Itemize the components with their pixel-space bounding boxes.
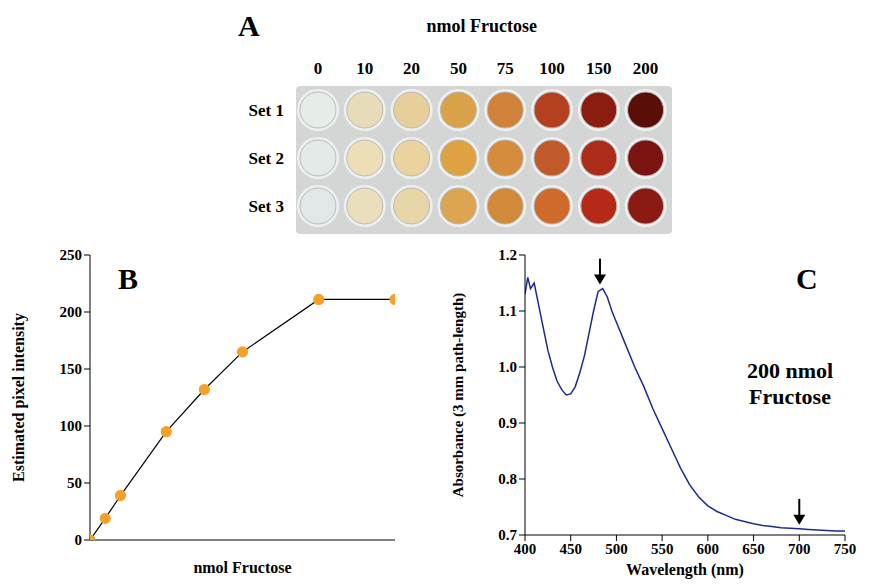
svg-text:Absorbance (3 mm path-length): Absorbance (3 mm path-length) bbox=[450, 293, 467, 498]
svg-text:75: 75 bbox=[497, 59, 514, 78]
svg-text:450: 450 bbox=[559, 541, 582, 557]
svg-text:250: 250 bbox=[60, 247, 83, 263]
svg-text:150: 150 bbox=[60, 361, 83, 377]
svg-text:0: 0 bbox=[314, 59, 323, 78]
svg-text:1.2: 1.2 bbox=[498, 247, 517, 263]
svg-text:700: 700 bbox=[788, 541, 811, 557]
svg-text:150: 150 bbox=[586, 59, 612, 78]
svg-text:100: 100 bbox=[60, 418, 83, 434]
html-text:Fructose: Fructose bbox=[749, 384, 831, 409]
html-text:B: B bbox=[118, 262, 138, 295]
svg-text:500: 500 bbox=[605, 541, 628, 557]
svg-text:Set 3: Set 3 bbox=[249, 197, 284, 216]
svg-text:200: 200 bbox=[633, 59, 659, 78]
svg-text:0: 0 bbox=[75, 532, 83, 548]
svg-text:100: 100 bbox=[539, 59, 565, 78]
svg-text:750: 750 bbox=[834, 541, 857, 557]
svg-text:50: 50 bbox=[450, 59, 467, 78]
svg-text:600: 600 bbox=[697, 541, 720, 557]
svg-text:20: 20 bbox=[403, 59, 420, 78]
svg-text:nmol Fructose: nmol Fructose bbox=[193, 559, 291, 576]
svg-text:10: 10 bbox=[356, 59, 373, 78]
svg-text:Estimated pixel intensity: Estimated pixel intensity bbox=[10, 313, 28, 482]
svg-text:Wavelength (nm): Wavelength (nm) bbox=[626, 561, 744, 579]
svg-text:Set 1: Set 1 bbox=[249, 101, 284, 120]
svg-text:1.0: 1.0 bbox=[498, 359, 517, 375]
svg-text:0.8: 0.8 bbox=[498, 471, 517, 487]
html-text:200 nmol: 200 nmol bbox=[746, 358, 834, 383]
html-text:C: C bbox=[796, 262, 818, 295]
svg-text:50: 50 bbox=[67, 475, 82, 491]
svg-text:550: 550 bbox=[651, 541, 674, 557]
svg-text:A: A bbox=[238, 9, 260, 42]
svg-text:0.7: 0.7 bbox=[498, 527, 517, 543]
svg-text:400: 400 bbox=[514, 541, 537, 557]
svg-text:650: 650 bbox=[742, 541, 765, 557]
svg-text:0.9: 0.9 bbox=[498, 415, 517, 431]
svg-text:Set 2: Set 2 bbox=[249, 149, 284, 168]
svg-text:nmol Fructose: nmol Fructose bbox=[427, 16, 537, 36]
svg-text:1.1: 1.1 bbox=[498, 303, 517, 319]
svg-text:200: 200 bbox=[60, 304, 83, 320]
